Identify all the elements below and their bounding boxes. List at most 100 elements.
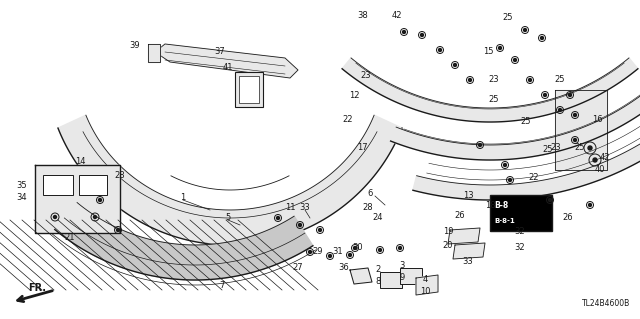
Text: B-8-1: B-8-1 <box>494 218 515 224</box>
Polygon shape <box>35 165 120 233</box>
Text: 19: 19 <box>443 227 453 236</box>
Polygon shape <box>555 90 607 170</box>
Circle shape <box>378 249 381 251</box>
Text: 15: 15 <box>483 48 493 56</box>
Circle shape <box>468 78 472 81</box>
Circle shape <box>328 255 332 257</box>
Polygon shape <box>148 44 160 62</box>
Circle shape <box>543 93 547 97</box>
Text: 38: 38 <box>358 11 369 19</box>
Text: 27: 27 <box>292 263 303 272</box>
Polygon shape <box>448 228 480 244</box>
FancyBboxPatch shape <box>380 272 402 288</box>
Circle shape <box>499 47 502 49</box>
Text: 23: 23 <box>361 70 371 79</box>
Text: 2: 2 <box>376 265 381 275</box>
Text: 4: 4 <box>422 276 428 285</box>
Text: 16: 16 <box>592 115 602 124</box>
Circle shape <box>573 138 577 142</box>
Text: 5: 5 <box>225 213 230 222</box>
Text: 30: 30 <box>353 243 364 253</box>
Circle shape <box>438 48 442 51</box>
Circle shape <box>298 224 301 226</box>
Circle shape <box>509 179 511 182</box>
Circle shape <box>513 58 516 62</box>
Text: 10: 10 <box>420 287 430 296</box>
Text: 1: 1 <box>180 194 186 203</box>
Text: 33: 33 <box>463 257 474 266</box>
FancyBboxPatch shape <box>490 195 552 231</box>
Text: 32: 32 <box>515 243 525 253</box>
Text: 9: 9 <box>399 273 404 283</box>
Circle shape <box>568 93 572 97</box>
Text: FR.: FR. <box>28 283 46 293</box>
Text: 23: 23 <box>489 76 499 85</box>
Text: 24: 24 <box>372 213 383 222</box>
Text: 28: 28 <box>115 170 125 180</box>
Polygon shape <box>453 243 485 259</box>
Polygon shape <box>390 26 640 160</box>
Circle shape <box>504 164 506 167</box>
Text: 36: 36 <box>339 263 349 272</box>
Text: 28: 28 <box>363 204 373 212</box>
Text: 40: 40 <box>595 166 605 174</box>
Text: 25: 25 <box>555 76 565 85</box>
Text: 31: 31 <box>333 248 343 256</box>
FancyBboxPatch shape <box>400 268 422 284</box>
Text: 37: 37 <box>214 48 225 56</box>
Circle shape <box>319 228 321 232</box>
Text: 18: 18 <box>484 201 495 210</box>
Circle shape <box>420 33 424 36</box>
Text: 17: 17 <box>356 144 367 152</box>
Text: 25: 25 <box>575 144 585 152</box>
Circle shape <box>573 114 577 116</box>
Circle shape <box>559 108 561 112</box>
FancyBboxPatch shape <box>79 175 107 195</box>
Circle shape <box>454 63 456 66</box>
Text: 11: 11 <box>285 204 295 212</box>
Circle shape <box>353 247 356 249</box>
Text: 23: 23 <box>550 144 561 152</box>
Polygon shape <box>416 275 438 295</box>
Circle shape <box>529 78 531 81</box>
Text: 32: 32 <box>515 227 525 236</box>
Circle shape <box>541 36 543 40</box>
Text: 25: 25 <box>503 13 513 23</box>
Text: 25: 25 <box>543 145 553 154</box>
Text: 22: 22 <box>343 115 353 124</box>
Text: 13: 13 <box>463 190 474 199</box>
Circle shape <box>276 217 280 219</box>
Circle shape <box>588 146 592 150</box>
Text: 12: 12 <box>349 91 359 100</box>
Polygon shape <box>413 78 640 200</box>
Text: 35: 35 <box>17 181 28 189</box>
Text: 26: 26 <box>454 211 465 219</box>
Text: 41: 41 <box>223 63 233 72</box>
Text: TL24B4600B: TL24B4600B <box>582 299 630 308</box>
Circle shape <box>54 216 56 219</box>
Text: 7: 7 <box>220 280 225 290</box>
Text: 22: 22 <box>529 174 540 182</box>
Text: 29: 29 <box>313 248 323 256</box>
Text: 21: 21 <box>65 234 76 242</box>
Circle shape <box>593 158 597 162</box>
Text: 25: 25 <box>521 117 531 127</box>
Polygon shape <box>350 268 372 284</box>
FancyBboxPatch shape <box>235 72 263 107</box>
Polygon shape <box>58 115 402 245</box>
Circle shape <box>116 228 120 232</box>
Circle shape <box>349 254 351 256</box>
Text: 3: 3 <box>399 261 404 270</box>
Polygon shape <box>155 44 298 78</box>
Polygon shape <box>55 203 313 280</box>
Circle shape <box>93 216 97 219</box>
Circle shape <box>479 144 481 146</box>
Text: 6: 6 <box>367 189 372 197</box>
Text: 34: 34 <box>17 194 28 203</box>
Circle shape <box>99 198 102 202</box>
Circle shape <box>308 250 312 254</box>
Text: 33: 33 <box>300 204 310 212</box>
Circle shape <box>403 31 406 33</box>
Text: 14: 14 <box>75 158 85 167</box>
Circle shape <box>548 198 552 202</box>
